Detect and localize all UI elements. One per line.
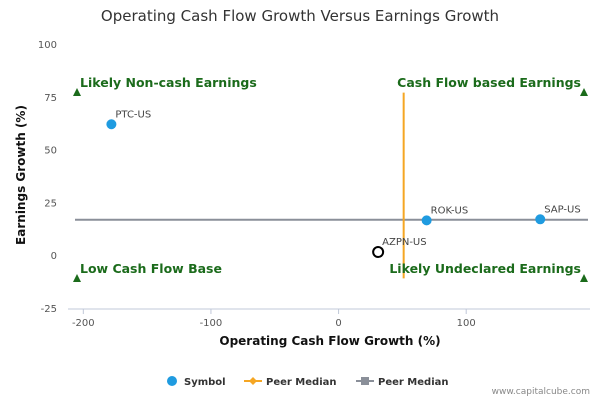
legend-marker xyxy=(167,376,177,386)
triangle-bottom-left xyxy=(73,274,81,282)
legend-label: Symbol xyxy=(184,377,226,388)
triangle-bottom-right xyxy=(580,274,588,282)
y-tick-label: 50 xyxy=(44,146,57,157)
x-tick-label: -100 xyxy=(200,318,223,329)
chart-title: Operating Cash Flow Growth Versus Earnin… xyxy=(101,7,499,25)
triangle-top-right xyxy=(580,88,588,96)
data-point-label: SAP-US xyxy=(544,204,580,215)
y-tick-label: -25 xyxy=(41,304,57,315)
data-point-label: PTC-US xyxy=(115,109,151,120)
legend-marker xyxy=(361,377,369,385)
y-tick-label: 75 xyxy=(44,93,57,104)
quadrant-label-top-right: Cash Flow based Earnings xyxy=(397,75,581,90)
quadrant-label-bottom-left: Low Cash Flow Base xyxy=(80,261,222,276)
x-axis-title: Operating Cash Flow Growth (%) xyxy=(219,334,440,348)
data-point xyxy=(421,215,432,226)
data-point xyxy=(106,119,117,130)
legend-label: Peer Median xyxy=(378,377,449,388)
data-point-label: ROK-US xyxy=(431,205,469,216)
x-tick-label: -200 xyxy=(72,318,95,329)
quadrant-label-bottom-right: Likely Undeclared Earnings xyxy=(389,261,581,276)
quadrant-label-top-left: Likely Non-cash Earnings xyxy=(80,75,257,90)
quadrant-labels: Likely Non-cash Earnings Cash Flow based … xyxy=(73,75,588,282)
data-point xyxy=(535,214,546,225)
y-tick-label: 25 xyxy=(44,198,57,209)
legend-label: Peer Median xyxy=(266,377,337,388)
plot-area xyxy=(68,92,590,310)
x-tick-label: 100 xyxy=(457,318,476,329)
data-point-label: AZPN-US xyxy=(382,237,426,248)
x-tick-label: 0 xyxy=(335,318,341,329)
tick-labels: -200 -100 0 100 -25 0 25 50 75 100 xyxy=(38,40,476,329)
data-point xyxy=(372,246,385,259)
credit-text: www.capitalcube.com xyxy=(492,387,590,397)
y-tick-label: 0 xyxy=(51,251,57,262)
y-axis-title: Earnings Growth (%) xyxy=(14,105,28,245)
data-points: PTC-US ROK-US SAP-US AZPN-US xyxy=(106,109,581,259)
triangle-top-left xyxy=(73,88,81,96)
legend-marker xyxy=(249,377,257,385)
y-tick-label: 100 xyxy=(38,40,57,51)
legend: Symbol Peer Median Peer Median xyxy=(167,376,449,388)
